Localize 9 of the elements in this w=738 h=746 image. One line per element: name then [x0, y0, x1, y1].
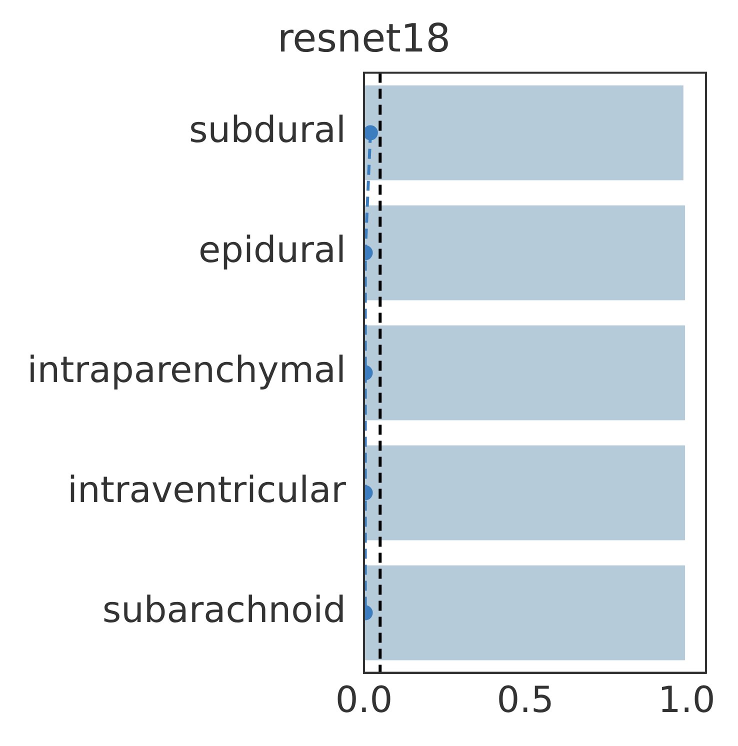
y-tick-label: epidural	[198, 230, 346, 272]
x-tick-label: 0.5	[496, 680, 554, 721]
chart-title: resnet18	[277, 16, 451, 62]
x-tick-label: 1.0	[658, 680, 716, 721]
y-tick-label: subarachnoid	[102, 590, 346, 632]
y-tick-label: subdural	[189, 110, 346, 152]
y-tick-label: intraventricular	[68, 470, 346, 512]
x-tick-label: 0.0	[335, 680, 393, 721]
y-tick-label: intraparenchymal	[27, 350, 346, 392]
